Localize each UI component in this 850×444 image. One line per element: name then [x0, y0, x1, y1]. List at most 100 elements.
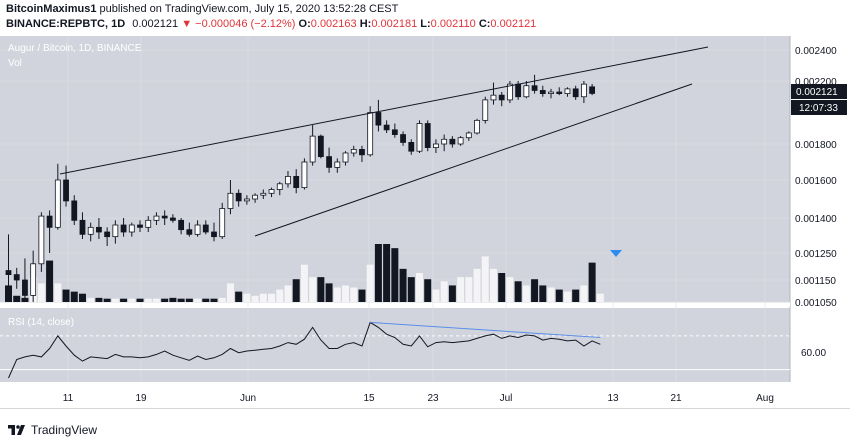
high-label: H:: [359, 18, 372, 30]
volume-bar: [128, 298, 136, 302]
volume-bar: [498, 273, 506, 302]
candle: [13, 267, 20, 289]
chart-area[interactable]: 0.002400 0.002200 0.001800 0.001600 0.001400…: [0, 36, 850, 408]
candle: [268, 187, 275, 198]
candle: [293, 169, 300, 194]
candle: [457, 136, 464, 146]
price-change: −0.000046 (−2.12%): [195, 18, 296, 30]
volume-bar: [243, 293, 251, 302]
volume-bar: [185, 298, 193, 302]
candle: [416, 120, 423, 153]
candle: [498, 92, 505, 107]
author-name[interactable]: BitcoinMaximus1: [6, 3, 97, 15]
volume-bar: [572, 289, 580, 302]
low-value: 0.002110: [430, 18, 476, 30]
candle: [523, 81, 530, 99]
wedge-upper-trendline[interactable]: [59, 46, 709, 175]
candle: [252, 193, 259, 203]
low-label: L:: [420, 18, 431, 30]
time-axis[interactable]: [0, 382, 850, 408]
volume-bar: [555, 289, 563, 302]
candle: [531, 74, 538, 94]
tradingview-logo[interactable]: TradingView: [8, 423, 97, 437]
rsi-legend: RSI (14, close): [8, 317, 74, 328]
candle: [137, 220, 143, 232]
time-axis-tick: 15: [363, 393, 375, 404]
close-label: C:: [478, 18, 491, 30]
candle: [581, 81, 587, 104]
price-axis-tick: 0.001250: [795, 249, 837, 260]
candle: [128, 222, 135, 237]
candle: [342, 151, 349, 166]
candle: [317, 134, 324, 159]
price-axis-tick: 0.001150: [795, 276, 836, 287]
candle: [5, 234, 12, 302]
time-axis-tick: 19: [135, 393, 147, 404]
volume-bar: [391, 248, 399, 302]
volume-bar: [424, 279, 432, 302]
volume-bar: [226, 283, 234, 302]
volume-bar: [580, 285, 588, 302]
volume-bar: [259, 293, 267, 302]
price-axis-tick: 0.001600: [795, 176, 837, 187]
volume-bar: [292, 279, 300, 302]
tradingview-logo-icon: [8, 425, 25, 435]
volume-bar: [309, 277, 317, 302]
candle: [71, 195, 78, 225]
volume-legend: Vol: [8, 58, 22, 69]
price-axis-tick: 0.002400: [795, 46, 837, 57]
time-axis-tick: Aug: [756, 393, 774, 404]
candle: [482, 96, 489, 124]
open-value: 0.002163: [310, 18, 357, 30]
rsi-line: [8, 321, 601, 379]
volume-bar: [514, 281, 522, 302]
volume-bar: [46, 260, 54, 302]
volume-bar: [563, 291, 571, 302]
candle: [79, 212, 86, 239]
price-tag-value: 0.002121: [796, 87, 838, 98]
rsi-divergence-line[interactable]: [370, 321, 601, 339]
chart-legend-title: Augur / Bitcoin, 1D, BINANCE: [8, 43, 142, 54]
candle: [474, 118, 480, 135]
candle: [227, 180, 234, 215]
price-axis-tick: 0.001800: [795, 140, 837, 151]
rsi-panel[interactable]: [0, 308, 790, 382]
volume-bar: [268, 293, 276, 302]
volume-bar: [62, 289, 70, 302]
high-value: 0.002181: [371, 18, 418, 30]
volume-bar: [366, 264, 374, 302]
volume-bar: [342, 285, 350, 302]
symbol-label[interactable]: BINANCE:REPBTC, 1D: [6, 18, 126, 30]
volume-bar: [161, 298, 169, 302]
volume-bar: [506, 277, 514, 302]
volume-bar: [21, 297, 29, 302]
candle: [309, 125, 316, 166]
volume-bar: [539, 285, 547, 302]
volume-bar: [202, 298, 210, 302]
candle: [334, 158, 341, 173]
candle: [194, 220, 201, 237]
volume-bar: [317, 277, 325, 302]
candle: [186, 222, 193, 237]
volume-bar: [416, 273, 423, 302]
volume-bar: [473, 268, 481, 302]
volume-bar: [13, 295, 21, 302]
wedge-lower-trendline[interactable]: [254, 83, 693, 237]
candle: [30, 250, 37, 302]
candle: [539, 85, 546, 97]
candlestick-chart[interactable]: 0.002400 0.002200 0.001800 0.001600 0.001400…: [0, 36, 850, 408]
candle: [22, 258, 28, 300]
candle: [548, 88, 554, 99]
candle: [424, 120, 431, 152]
volume-bar: [235, 291, 243, 302]
candle: [87, 222, 94, 242]
candle: [507, 81, 513, 104]
volume-bar: [111, 298, 119, 302]
volume-bar: [457, 277, 465, 302]
candle: [235, 189, 242, 207]
rsi-axis-label: 60.00: [801, 348, 826, 359]
time-axis-tick: 11: [63, 393, 74, 404]
volume-bar: [350, 287, 358, 302]
candle: [169, 214, 176, 223]
volume-bar: [374, 244, 382, 302]
